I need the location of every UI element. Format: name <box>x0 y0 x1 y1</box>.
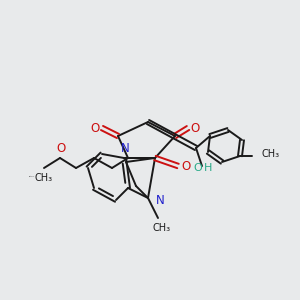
Text: O: O <box>56 142 66 155</box>
Text: CH₃: CH₃ <box>35 173 53 183</box>
Text: O: O <box>90 122 100 134</box>
Text: CH₃: CH₃ <box>153 223 171 233</box>
Text: N: N <box>121 142 129 155</box>
Text: methoxy: methoxy <box>29 176 35 177</box>
Text: O: O <box>194 163 202 173</box>
Text: H: H <box>204 163 212 173</box>
Text: O: O <box>182 160 190 173</box>
Text: CH₃: CH₃ <box>262 149 280 159</box>
Text: O: O <box>190 122 200 134</box>
Text: N: N <box>156 194 165 208</box>
